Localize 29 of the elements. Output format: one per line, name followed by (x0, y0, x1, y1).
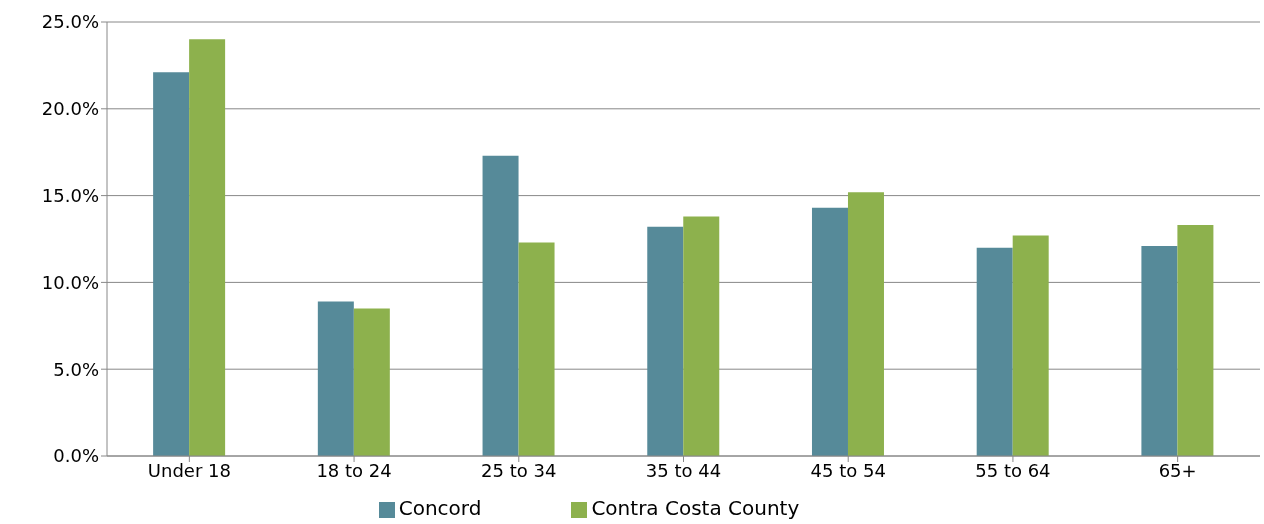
y-tick-label: 25.0% (41, 11, 99, 33)
bar (847, 192, 884, 456)
x-tick-label: 55 to 64 (975, 459, 1051, 481)
x-tick-label: 18 to 24 (316, 459, 392, 481)
legend-label: Contra Costa County (591, 496, 800, 520)
bar (482, 155, 519, 456)
bar (647, 226, 684, 456)
bar (518, 242, 555, 456)
bar (1177, 225, 1214, 456)
bar (153, 72, 190, 456)
bar (683, 216, 720, 456)
bar (1141, 245, 1178, 456)
bar (1012, 235, 1049, 456)
y-tick-label: 15.0% (41, 184, 99, 206)
bar (189, 39, 226, 456)
y-tick-label: 10.0% (41, 271, 99, 293)
x-tick-label: 35 to 44 (645, 459, 722, 481)
y-tick-label: 0.0% (53, 445, 99, 467)
bar (353, 308, 390, 456)
x-tick-label: 25 to 34 (481, 459, 557, 481)
bar (317, 301, 354, 456)
x-tick-label: Under 18 (147, 459, 231, 481)
legend-label: Concord (398, 496, 482, 520)
x-tick-label: 65+ (1158, 459, 1197, 481)
y-tick-label: 20.0% (41, 98, 99, 120)
bar (811, 207, 848, 456)
y-tick-label: 5.0% (53, 358, 99, 380)
bar (976, 247, 1013, 456)
x-tick-label: 45 to 54 (810, 459, 886, 481)
